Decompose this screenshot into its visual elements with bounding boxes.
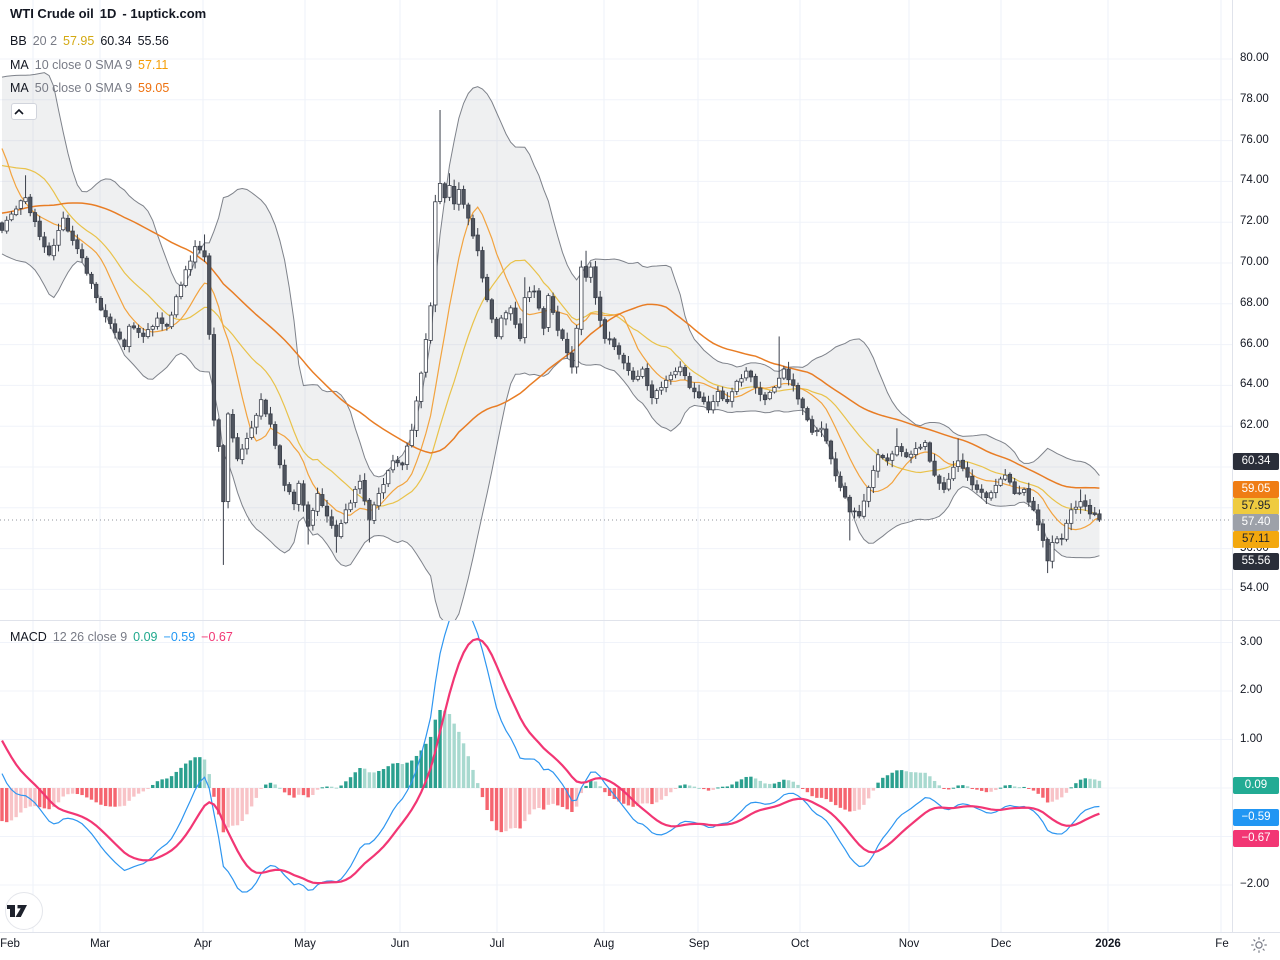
price-badge: 60.34 — [1233, 452, 1279, 470]
price-badge: 57.95 — [1233, 497, 1279, 515]
bb-basis-value: 57.95 — [63, 34, 95, 48]
macd-pane[interactable] — [0, 620, 1280, 932]
month-label: Feb — [0, 938, 20, 950]
symbol-legend[interactable]: WTI Crude oil 1D - 1uptick.com — [10, 6, 206, 21]
macd-params: 12 26 close 9 — [52, 630, 128, 644]
month-label: 2026 — [1095, 938, 1121, 950]
price-badge: 57.40 — [1233, 513, 1279, 531]
pane-separator[interactable] — [0, 620, 1280, 621]
bb-params: 20 2 — [32, 34, 58, 48]
price-pane[interactable] — [0, 0, 1280, 620]
month-label: Nov — [898, 938, 920, 950]
axis-label: 54.00 — [1240, 582, 1269, 595]
month-label: Mar — [90, 938, 110, 950]
axis-label: 1.00 — [1240, 732, 1263, 745]
month-label: Apr — [194, 938, 212, 950]
legend-bb[interactable]: BB 20 2 57.95 60.34 55.56 — [10, 34, 169, 48]
chevron-up-icon — [14, 108, 24, 115]
month-label: Oct — [791, 938, 809, 950]
month-label: Fe — [1215, 938, 1229, 950]
legend-ma10[interactable]: MA 10 close 0 SMA 9 57.11 — [10, 58, 168, 72]
time-scale[interactable]: Feb Mar Apr May Jun Jul Aug Sep Oct Nov Dec 2026 Fe — [0, 933, 1280, 960]
tradingview-logo-icon — [7, 905, 27, 917]
interval-label: 1D — [99, 6, 117, 21]
ma10-name: MA — [10, 58, 29, 72]
ma10-params: 10 close 0 SMA 9 — [34, 58, 133, 72]
axis-label: 3.00 — [1240, 635, 1263, 648]
price-badge: 0.09 — [1233, 776, 1279, 794]
price-badge: 59.05 — [1233, 480, 1279, 498]
legend-macd[interactable]: MACD 12 26 close 9 0.09 −0.59 −0.67 — [10, 630, 233, 644]
collapse-legend-button[interactable] — [11, 103, 37, 120]
month-label: Jun — [390, 938, 410, 950]
axis-label: 74.00 — [1240, 174, 1269, 187]
bb-name: BB — [10, 34, 27, 48]
ma50-name: MA — [10, 81, 29, 95]
legend-ma50[interactable]: MA 50 close 0 SMA 9 59.05 — [10, 81, 169, 95]
price-badge: 57.11 — [1233, 530, 1279, 548]
price-badge: 55.56 — [1233, 552, 1279, 570]
source-label: - 1uptick.com — [122, 6, 207, 21]
axis-label: 78.00 — [1240, 92, 1269, 105]
macd-signal-value: −0.67 — [201, 630, 233, 644]
month-label: Aug — [593, 938, 615, 950]
axis-label: 66.00 — [1240, 337, 1269, 350]
axis-label: 72.00 — [1240, 215, 1269, 228]
bb-upper-value: 60.34 — [100, 34, 132, 48]
price-axis-separator — [1232, 0, 1233, 932]
symbol-name: WTI Crude oil — [10, 6, 94, 21]
month-label: May — [294, 938, 316, 950]
theme-sun-icon[interactable] — [1250, 936, 1268, 954]
ma50-params: 50 close 0 SMA 9 — [34, 81, 133, 95]
ma10-value: 57.11 — [138, 58, 169, 72]
macd-name: MACD — [10, 630, 47, 644]
axis-label: −2.00 — [1240, 878, 1270, 890]
axis-label: 68.00 — [1240, 296, 1269, 309]
candles — [0, 110, 1102, 574]
axis-label: 76.00 — [1240, 133, 1269, 146]
axis-label: 64.00 — [1240, 378, 1269, 391]
tradingview-logo[interactable] — [5, 892, 43, 930]
price-badge: −0.59 — [1233, 808, 1279, 826]
month-label: Jul — [489, 938, 505, 950]
price-scale[interactable]: 80.00 78.00 76.00 74.00 72.00 70.00 68.00 66.00… — [1233, 0, 1280, 932]
time-axis-separator — [0, 932, 1280, 933]
macd-hist-value: 0.09 — [133, 630, 158, 644]
month-label: Dec — [990, 938, 1012, 950]
axis-label: 62.00 — [1240, 419, 1269, 432]
month-label: Sep — [688, 938, 710, 950]
bb-lower-value: 55.56 — [137, 34, 169, 48]
price-badge: −0.67 — [1233, 829, 1279, 847]
axis-label: 70.00 — [1240, 256, 1269, 268]
ma50-value: 59.05 — [138, 81, 170, 95]
axis-label: 2.00 — [1240, 684, 1263, 696]
macd-line-value: −0.59 — [163, 630, 196, 644]
axis-label: 80.00 — [1240, 52, 1269, 64]
